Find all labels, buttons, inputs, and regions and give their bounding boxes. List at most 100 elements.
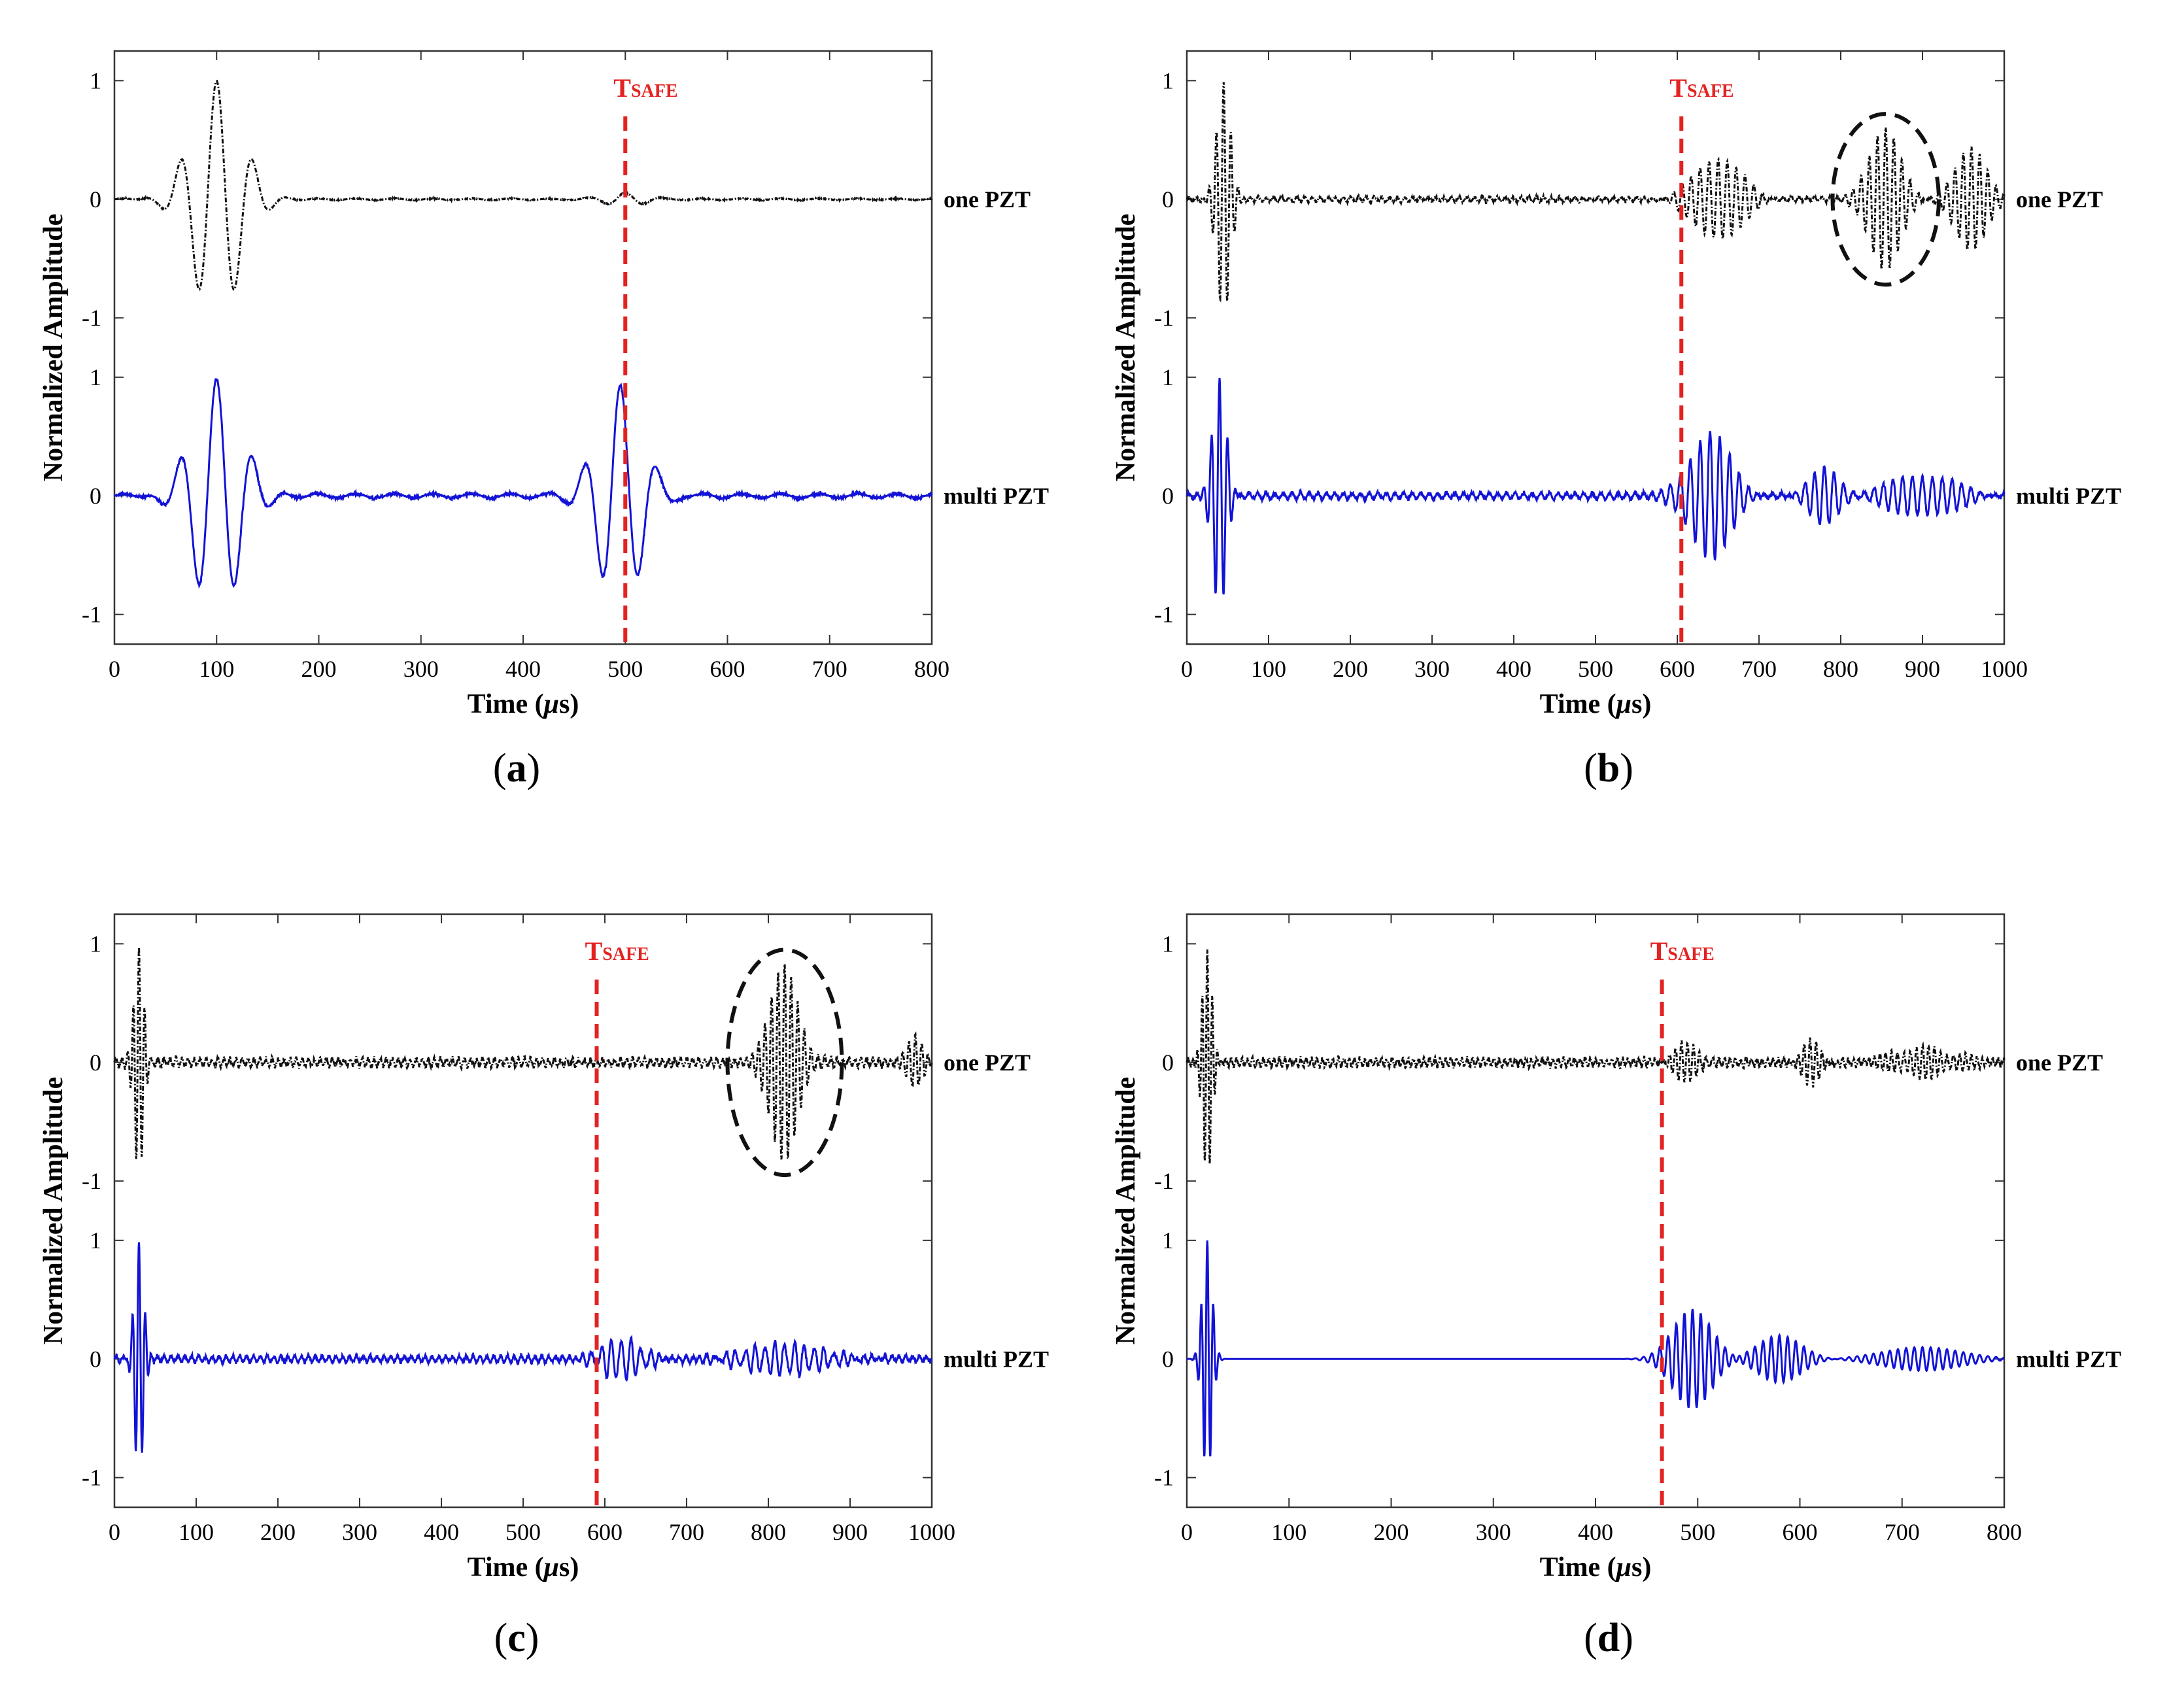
series-line-one-pzt [113,947,933,1161]
x-tick-label: 300 [1414,656,1450,682]
x-axis-title: Time (μs) [1540,1552,1652,1582]
y-tick-label: 0 [1162,1346,1174,1372]
x-tick-label: 100 [199,656,234,682]
y-tick-label: 1 [1162,364,1174,390]
caption-b: (b) [1584,746,1633,791]
x-axis-title-unit: μ [543,1552,559,1582]
x-tick-label: 200 [301,656,337,682]
series-line-multi-pzt [114,378,933,589]
series-label: one PZT [944,186,1031,213]
x-tick-label: 100 [1271,1519,1307,1545]
y-tick-label: -1 [1154,602,1174,628]
x-tick-label: 200 [1374,1519,1409,1545]
x-tick-label: 1000 [1981,656,2028,682]
x-tick-label: 1000 [908,1519,955,1545]
y-tick-label: 0 [90,1050,101,1076]
series-line-multi-pzt [1186,377,2006,595]
x-tick-label: 600 [1783,1519,1818,1545]
y-tick-label: 1 [90,931,101,957]
x-axis-title: Time (μs) [468,689,579,719]
x-tick-label: 600 [710,656,745,682]
y-tick-label: 1 [90,67,101,94]
x-axis-title-unit: μ [1615,1552,1631,1582]
y-axis-title: Normalized Amplitude [39,1077,69,1344]
series-label: one PZT [2016,186,2103,213]
x-tick-label: 0 [1181,656,1193,682]
x-tick-label: 400 [1578,1519,1613,1545]
tsafe-label: TSAFE [1669,73,1733,103]
y-tick-label: 0 [1162,186,1174,213]
plot-frame [113,913,933,1509]
x-tick-label: 700 [812,656,847,682]
x-tick-label: 800 [751,1519,786,1545]
y-tick-label: -1 [82,1465,101,1491]
y-tick-label: 0 [90,1346,101,1372]
x-tick-label: 800 [1987,1519,2022,1545]
series-label: one PZT [944,1050,1031,1076]
series-label: multi PZT [944,1346,1049,1372]
tsafe-label-main: T [613,73,631,103]
x-tick-label: 0 [109,1519,120,1545]
x-tick-label: 700 [1741,656,1777,682]
tsafe-label-sub: SAFE [602,944,649,965]
chart-panel-b: 0 100 200 300 400 500 600 700 800 900 1000 1 0 -1 1 0 -1… [1072,0,2132,811]
series-line-one-pzt [114,79,933,291]
tsafe-label-main: T [585,936,603,966]
x-axis-title-suffix: s) [559,1552,579,1582]
x-tick-label: 500 [505,1519,541,1545]
x-tick-label: 900 [832,1519,868,1545]
plot-frame [113,50,933,645]
tsafe-label-sub: SAFE [1667,944,1715,965]
caption-a: (a) [492,746,541,791]
chart-svg-c: 0 100 200 300 400 500 600 700 800 900 1000 1 0 -1 1 0 -1… [39,913,1049,1582]
tsafe-label-sub: SAFE [1687,81,1734,101]
y-tick-label: 1 [1162,67,1174,94]
x-axis-title: Time (μs) [468,1552,579,1582]
x-tick-label: 700 [669,1519,704,1545]
x-tick-label: 400 [1496,656,1531,682]
y-tick-label: 0 [90,186,101,213]
y-tick-label: -1 [1154,1168,1174,1194]
tsafe-label: TSAFE [613,73,677,103]
y-tick-label: 1 [90,364,101,390]
x-axis-title-suffix: s) [559,689,579,719]
x-tick-label: 400 [505,656,541,682]
series-label: multi PZT [2016,1346,2121,1372]
x-tick-label: 900 [1905,656,1940,682]
x-axis-title-prefix: Time ( [1540,1552,1616,1582]
tsafe-label-sub: SAFE [631,81,678,101]
y-tick-label: 0 [1162,483,1174,509]
series-label: multi PZT [944,483,1049,509]
plot-frame [1186,913,2006,1509]
x-tick-label: 600 [587,1519,623,1545]
y-tick-label: -1 [1154,1465,1174,1491]
y-tick-label: 1 [1162,931,1174,957]
caption-c: (c) [494,1616,539,1660]
x-tick-label: 300 [1476,1519,1511,1545]
highlight-ellipse [725,948,844,1178]
x-axis-title-suffix: s) [1631,1552,1651,1582]
x-tick-label: 200 [260,1519,296,1545]
chart-svg-a: 0 100 200 300 400 500 600 700 800 1 0 -1 1 0 -1 Time (μ… [39,50,1049,719]
series-label: one PZT [2016,1050,2103,1076]
series-line-one-pzt [1186,82,2006,303]
x-tick-label: 800 [1823,656,1858,682]
x-axis-title-prefix: Time ( [468,689,544,719]
tsafe-label-main: T [1650,936,1668,966]
x-axis-title-prefix: Time ( [468,1552,544,1582]
x-tick-label: 400 [424,1519,459,1545]
y-axis-title: Normalized Amplitude [1111,214,1141,481]
x-axis-title: Time (μs) [1540,689,1652,719]
tsafe-label-main: T [1669,73,1687,103]
y-tick-label: 0 [1162,1050,1174,1076]
series-line-multi-pzt [1187,1240,2005,1457]
x-axis-title-prefix: Time ( [1540,689,1616,719]
x-axis-title-suffix: s) [1631,689,1651,719]
x-tick-label: 500 [1680,1519,1715,1545]
x-tick-label: 300 [403,656,439,682]
chart-panel-a: 0 100 200 300 400 500 600 700 800 1 0 -1 1 0 -1 Time (μ… [0,0,1059,811]
chart-panel-d: 0 100 200 300 400 500 600 700 800 1 0 -1 1 0 -1 Time (μ… [1072,863,2132,1674]
plot-frame [1186,50,2006,645]
y-tick-label: 1 [90,1227,101,1254]
x-tick-label: 300 [342,1519,377,1545]
